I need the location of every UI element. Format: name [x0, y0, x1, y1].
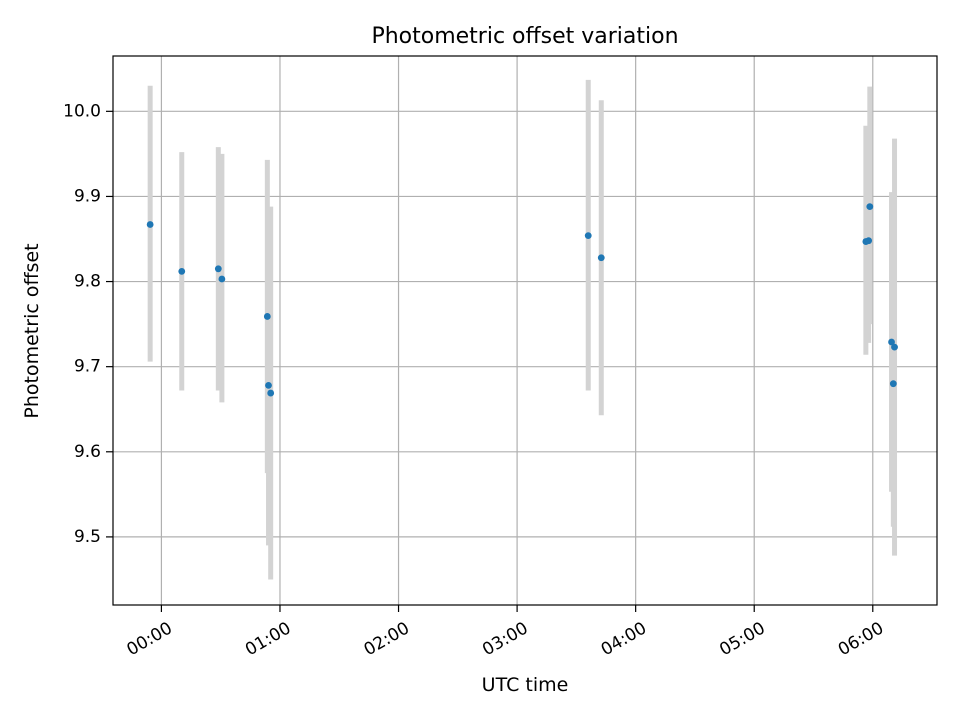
data-point — [866, 203, 874, 211]
y-tick-label: 9.5 — [74, 527, 101, 547]
data-point — [265, 382, 272, 389]
y-tick-label: 9.9 — [74, 186, 101, 206]
data-point — [889, 380, 897, 388]
data-point — [146, 221, 154, 228]
data-point — [597, 254, 605, 262]
data-point — [178, 267, 186, 275]
chart-title: Photometric offset variation — [371, 24, 678, 49]
grid — [113, 56, 937, 605]
y-tick-label: 10.0 — [63, 101, 101, 121]
data-points — [146, 203, 898, 397]
plot-frame — [112, 55, 938, 606]
y-axis: 9.5 9.6 9.7 9.8 9.9 10.0 — [63, 101, 113, 547]
x-axis-label: UTC time — [482, 674, 569, 696]
data-point — [214, 265, 222, 273]
y-tick-label: 9.6 — [74, 442, 101, 462]
y-axis-label: Photometric offset — [21, 243, 43, 418]
data-point — [891, 343, 898, 351]
data-point — [584, 232, 592, 239]
y-tick-label: 9.7 — [74, 357, 101, 377]
data-point — [263, 313, 271, 320]
data-point — [865, 237, 873, 245]
data-point — [267, 389, 275, 397]
data-point — [888, 338, 895, 346]
data-point — [218, 275, 226, 283]
y-tick-label: 9.8 — [74, 272, 101, 292]
